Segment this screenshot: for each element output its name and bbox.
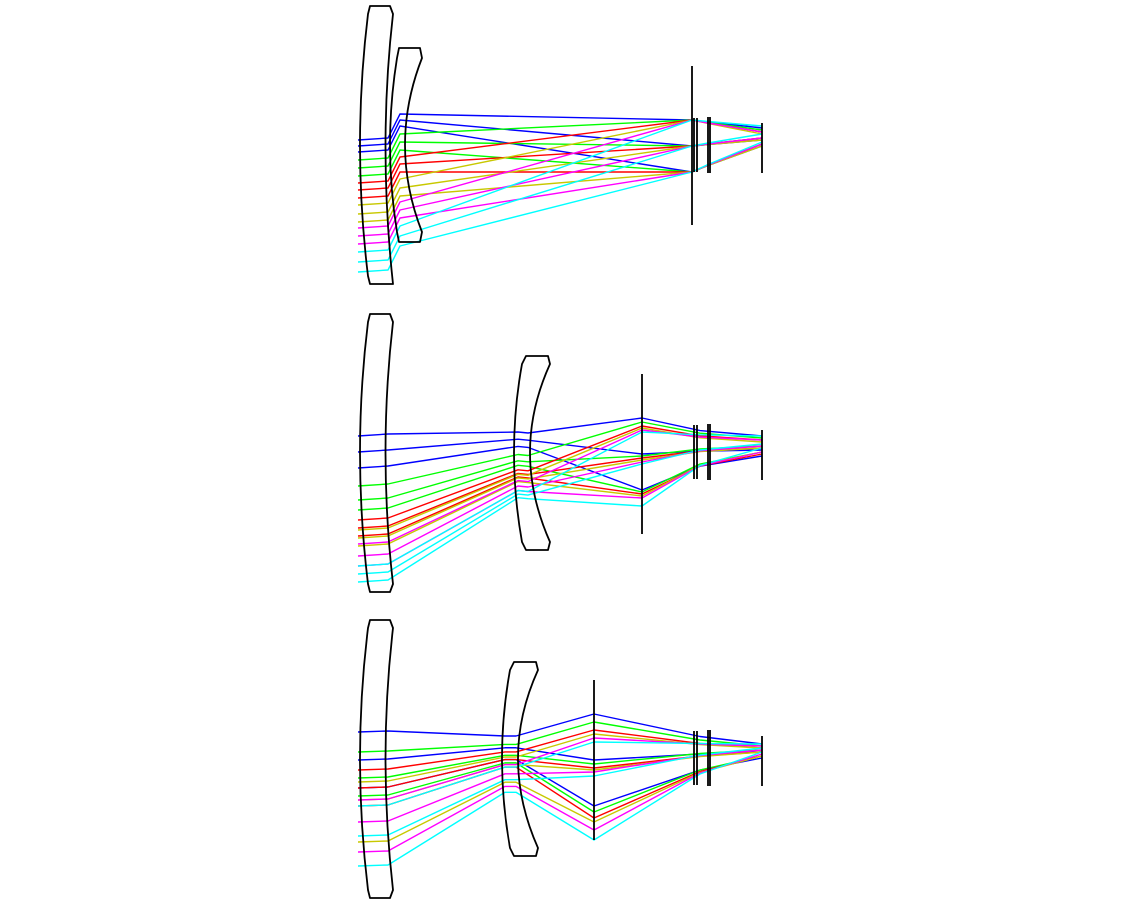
ray	[357, 429, 763, 545]
ray	[357, 755, 763, 843]
ray	[357, 119, 763, 253]
ray	[357, 133, 763, 263]
front-meniscus-lens	[359, 313, 394, 593]
ray	[357, 443, 763, 575]
plate-element	[693, 731, 698, 785]
ray	[357, 421, 763, 487]
ray	[357, 445, 763, 491]
ray	[357, 749, 763, 779]
ray	[357, 447, 763, 583]
plate-element	[693, 118, 698, 172]
ray	[357, 139, 763, 215]
ray	[357, 713, 763, 745]
ray	[357, 445, 763, 501]
ray	[357, 453, 763, 537]
ray	[357, 119, 763, 161]
second-meniscus-lens	[389, 47, 423, 243]
plate-element	[693, 425, 698, 479]
ray	[357, 431, 763, 567]
ray	[357, 417, 763, 437]
configuration-3	[357, 619, 763, 899]
second-meniscus-lens	[501, 661, 539, 857]
ray	[357, 751, 763, 867]
front-meniscus-lens	[359, 5, 394, 285]
front-meniscus-lens	[359, 619, 394, 899]
ray	[357, 755, 763, 813]
ray	[357, 753, 763, 853]
ray	[357, 751, 763, 801]
ray	[357, 141, 763, 273]
plate-element	[707, 117, 711, 173]
configuration-2	[357, 313, 763, 593]
ray	[357, 747, 763, 837]
ray	[357, 445, 763, 557]
ray	[357, 427, 763, 531]
plate-element	[707, 730, 711, 786]
ray	[357, 733, 763, 783]
ray	[357, 143, 763, 177]
ray	[357, 113, 763, 141]
ray	[357, 451, 763, 511]
ray	[357, 741, 763, 807]
ray	[357, 119, 763, 206]
ray	[357, 721, 763, 753]
ray	[357, 119, 763, 229]
second-meniscus-lens	[513, 355, 551, 551]
ray	[357, 137, 763, 237]
configuration-1	[357, 5, 763, 285]
plate-element	[707, 424, 711, 480]
